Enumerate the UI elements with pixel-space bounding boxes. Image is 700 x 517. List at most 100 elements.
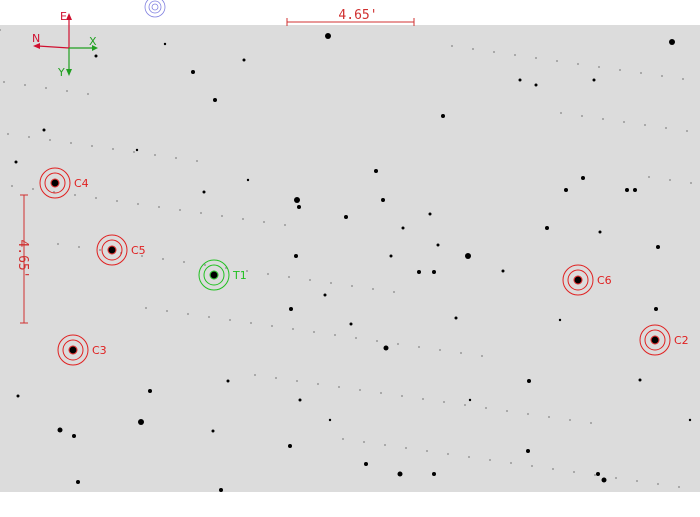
star: [57, 427, 63, 433]
faint-star: [556, 60, 558, 62]
star: [596, 472, 600, 476]
faint-star: [573, 471, 575, 473]
faint-star: [569, 419, 571, 421]
aperture-ring: [573, 275, 583, 285]
north-label: N: [32, 32, 40, 45]
star: [219, 488, 223, 492]
faint-star: [74, 194, 76, 196]
faint-star: [598, 66, 600, 68]
aperture-c2[interactable]: C2: [639, 324, 689, 356]
aperture-label: C4: [74, 177, 89, 190]
faint-star: [296, 380, 298, 382]
faint-star: [309, 279, 311, 281]
faint-star: [91, 145, 93, 147]
faint-star: [464, 404, 466, 406]
faint-star: [372, 288, 374, 290]
star: [72, 434, 76, 438]
faint-star: [242, 218, 244, 220]
star-field-image[interactable]: [0, 25, 700, 492]
faint-star: [95, 197, 97, 199]
star: [428, 212, 432, 216]
faint-star: [682, 78, 684, 80]
star: [202, 190, 206, 194]
faint-star: [648, 176, 650, 178]
north-arrow: [37, 45, 70, 49]
star: [163, 42, 167, 46]
faint-star: [87, 93, 89, 95]
star: [669, 39, 675, 45]
star: [294, 254, 298, 258]
aperture-label: C3: [92, 344, 107, 357]
star: [226, 379, 230, 383]
star: [581, 176, 585, 180]
faint-star: [615, 477, 617, 479]
faint-star: [447, 453, 449, 455]
aperture-ring: [39, 167, 71, 199]
star: [501, 269, 505, 273]
faint-star: [418, 346, 420, 348]
aperture-ring: [209, 270, 219, 280]
aperture-ring: [101, 239, 123, 261]
faint-star: [644, 124, 646, 126]
aperture-c3[interactable]: C3: [57, 334, 107, 366]
star: [242, 58, 246, 62]
faint-star: [510, 462, 512, 464]
faint-star: [11, 185, 13, 187]
faint-star: [221, 215, 223, 217]
faint-star: [489, 459, 491, 461]
star: [364, 462, 368, 466]
faint-star: [137, 203, 139, 205]
faint-star: [531, 465, 533, 467]
star: [633, 188, 637, 192]
star: [574, 276, 582, 284]
faint-star: [175, 157, 177, 159]
aperture-c5[interactable]: C5: [96, 234, 146, 266]
stars: [0, 29, 692, 492]
star: [374, 169, 378, 173]
star: [148, 389, 152, 393]
vertical-scale-bar: 4.65': [15, 194, 30, 324]
aperture-label: C5: [131, 244, 146, 257]
star: [16, 394, 20, 398]
aperture-c4[interactable]: C4: [39, 167, 89, 199]
faint-star: [263, 221, 265, 223]
star: [213, 98, 217, 102]
faint-star: [204, 264, 206, 266]
star: [294, 197, 300, 203]
faint-star: [506, 410, 508, 412]
aperture-ring: [62, 339, 84, 361]
star: [288, 444, 292, 448]
aperture-ring: [562, 264, 594, 296]
faint-star: [28, 136, 30, 138]
star: [688, 418, 692, 422]
faint-star: [45, 87, 47, 89]
faint-star: [70, 142, 72, 144]
x-label: X: [89, 35, 97, 48]
faint-star: [548, 416, 550, 418]
faint-star: [351, 285, 353, 287]
faint-star: [443, 401, 445, 403]
aperture-c6[interactable]: C6: [562, 264, 612, 296]
east-label: E: [60, 10, 67, 23]
faint-star: [196, 160, 198, 162]
faint-star: [200, 212, 202, 214]
star: [246, 178, 250, 182]
aperture-t1[interactable]: T1: [198, 259, 247, 291]
faint-star: [250, 322, 252, 324]
faint-star: [116, 200, 118, 202]
aperture-ring: [639, 324, 671, 356]
star: [289, 307, 293, 311]
faint-star: [384, 444, 386, 446]
faint-star: [439, 349, 441, 351]
star: [138, 419, 144, 425]
aperture-ring: [107, 245, 117, 255]
star: [432, 270, 436, 274]
star: [325, 33, 331, 39]
star: [601, 477, 607, 483]
star: [564, 188, 568, 192]
faint-star: [401, 395, 403, 397]
faint-star: [602, 118, 604, 120]
star: [297, 205, 301, 209]
faint-star: [99, 249, 101, 251]
faint-star: [661, 75, 663, 77]
